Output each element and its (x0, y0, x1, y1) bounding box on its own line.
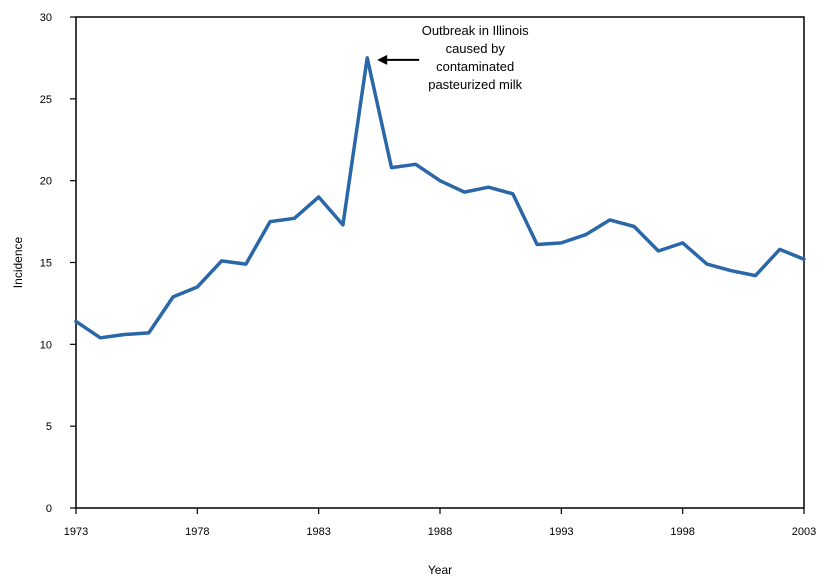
y-tick-label: 5 (46, 421, 52, 433)
y-tick-label: 10 (40, 339, 52, 351)
x-axis-ticks: 1973 1978 1983 1988 1993 1998 2003 (64, 508, 816, 538)
annotation-outbreak: Outbreak in Illinois caused by contaminate… (377, 23, 529, 92)
annotation-text-line: pasteurized milk (428, 77, 522, 92)
x-tick-label: 1998 (670, 526, 694, 538)
y-axis-title: Incidence (11, 236, 25, 288)
annotation-arrowhead (377, 54, 388, 65)
y-tick-label: 0 (46, 503, 52, 515)
x-tick-label: 1978 (185, 526, 209, 538)
annotation-text-line: caused by (446, 41, 506, 56)
y-tick-label: 15 (40, 258, 52, 270)
y-tick-label: 20 (40, 176, 52, 188)
x-tick-label: 1983 (306, 526, 330, 538)
annotation-text-line: Outbreak in Illinois (422, 23, 529, 38)
x-tick-label: 1988 (428, 526, 452, 538)
series-line-incidence (74, 56, 806, 340)
y-axis-ticks: 0 5 10 15 20 25 30 (40, 12, 76, 515)
x-tick-label: 1973 (64, 526, 88, 538)
y-tick-label: 25 (40, 94, 52, 106)
y-tick-label: 30 (40, 12, 52, 24)
x-axis-title: Year (428, 563, 452, 577)
x-tick-label: 2003 (792, 526, 816, 538)
annotation-text-line: contaminated (436, 59, 514, 74)
plot-frame (75, 16, 805, 509)
x-tick-label: 1993 (549, 526, 573, 538)
